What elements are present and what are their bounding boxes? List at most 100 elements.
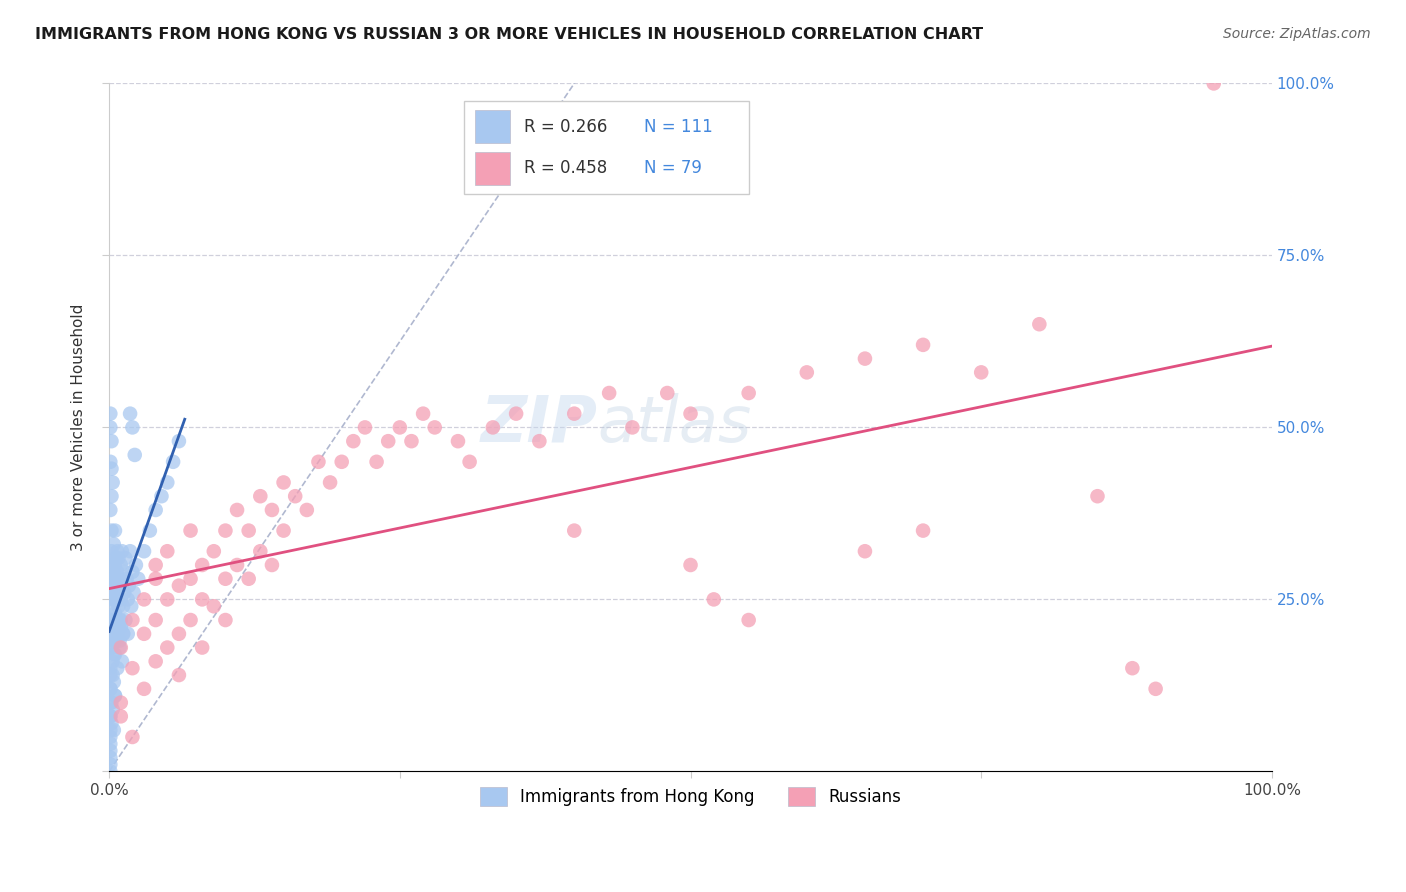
Point	[112, 627, 135, 641]
Point	[180, 572, 202, 586]
Point	[1028, 317, 1050, 331]
Point	[105, 551, 128, 566]
Point	[110, 613, 132, 627]
Point	[139, 524, 162, 538]
Point	[100, 489, 122, 503]
Text: IMMIGRANTS FROM HONG KONG VS RUSSIAN 3 OR MORE VEHICLES IN HOUSEHOLD CORRELATION: IMMIGRANTS FROM HONG KONG VS RUSSIAN 3 O…	[35, 27, 983, 42]
Point	[107, 551, 129, 566]
Point	[150, 489, 173, 503]
Point	[273, 475, 295, 490]
FancyBboxPatch shape	[464, 101, 748, 194]
Point	[737, 386, 759, 401]
Text: R = 0.458: R = 0.458	[524, 159, 607, 177]
Point	[98, 764, 121, 779]
Point	[121, 565, 143, 579]
Point	[117, 592, 139, 607]
Point	[98, 661, 121, 675]
Point	[121, 661, 143, 675]
Point	[156, 592, 179, 607]
Point	[98, 730, 121, 744]
Point	[167, 434, 190, 449]
Point	[98, 681, 121, 696]
Point	[1144, 681, 1167, 696]
Text: atlas: atlas	[598, 393, 752, 455]
Point	[180, 613, 202, 627]
Point	[103, 723, 125, 738]
Point	[101, 551, 124, 566]
Point	[101, 654, 124, 668]
Point	[98, 407, 121, 421]
Point	[226, 558, 249, 572]
Point	[110, 558, 132, 572]
Point	[100, 640, 122, 655]
Point	[98, 757, 121, 772]
Text: N = 79: N = 79	[644, 159, 702, 177]
Point	[412, 407, 434, 421]
Point	[124, 448, 146, 462]
Point	[145, 613, 167, 627]
Point	[104, 633, 127, 648]
Point	[796, 365, 818, 379]
Point	[110, 640, 132, 655]
Text: R = 0.266: R = 0.266	[524, 118, 607, 136]
Point	[101, 475, 124, 490]
Point	[249, 489, 271, 503]
Point	[103, 675, 125, 690]
Point	[145, 654, 167, 668]
Point	[98, 572, 121, 586]
Point	[132, 592, 155, 607]
Point	[505, 407, 527, 421]
Point	[103, 627, 125, 641]
Point	[104, 648, 127, 662]
Text: ZIP: ZIP	[481, 393, 598, 455]
Point	[111, 654, 134, 668]
Point	[226, 503, 249, 517]
Point	[101, 668, 124, 682]
Point	[112, 627, 135, 641]
Point	[295, 503, 318, 517]
Point	[118, 579, 141, 593]
Point	[103, 620, 125, 634]
Point	[100, 461, 122, 475]
Point	[145, 572, 167, 586]
Point	[101, 633, 124, 648]
Point	[529, 434, 551, 449]
Point	[103, 572, 125, 586]
Point	[121, 613, 143, 627]
Point	[104, 689, 127, 703]
Point	[111, 579, 134, 593]
Point	[191, 592, 214, 607]
Point	[100, 640, 122, 655]
Point	[121, 730, 143, 744]
Point	[110, 620, 132, 634]
Point	[110, 592, 132, 607]
Point	[105, 565, 128, 579]
Point	[388, 420, 411, 434]
Point	[562, 407, 585, 421]
Point	[284, 489, 307, 503]
Point	[202, 599, 225, 614]
Point	[104, 606, 127, 620]
Point	[1121, 661, 1143, 675]
Point	[100, 544, 122, 558]
Point	[377, 434, 399, 449]
Point	[105, 627, 128, 641]
Point	[98, 709, 121, 723]
Point	[330, 455, 353, 469]
Point	[100, 696, 122, 710]
Point	[853, 544, 876, 558]
Point	[238, 524, 260, 538]
Point	[273, 524, 295, 538]
Point	[120, 544, 142, 558]
Point	[249, 544, 271, 558]
Point	[447, 434, 470, 449]
Point	[114, 551, 136, 566]
Point	[100, 579, 122, 593]
Point	[103, 537, 125, 551]
Point	[101, 565, 124, 579]
Point	[114, 613, 136, 627]
Point	[423, 420, 446, 434]
Point	[307, 455, 329, 469]
Point	[679, 558, 702, 572]
Point	[156, 544, 179, 558]
